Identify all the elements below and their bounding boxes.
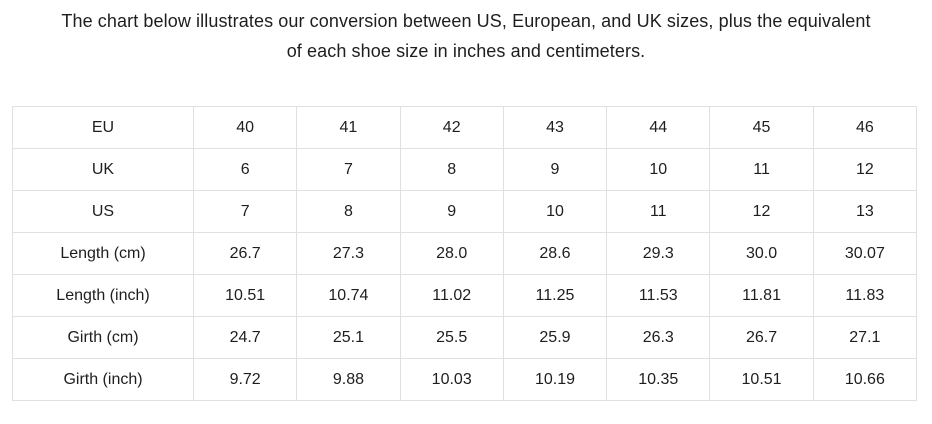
table-cell: 10.35 — [606, 358, 711, 401]
row-header: US — [12, 190, 194, 233]
size-conversion-table: EU 40 41 42 43 44 45 46 UK 6 7 8 9 10 11 12 US 7 8 9 10 11 12 1… — [12, 106, 918, 401]
table-cell: 41 — [296, 106, 401, 149]
table-cell: 43 — [502, 106, 608, 149]
table-cell: 28.6 — [502, 232, 608, 275]
table-cell: 9.88 — [296, 358, 401, 401]
intro-section: The chart below illustrates our conversi… — [0, 0, 932, 66]
table-cell: 29.3 — [606, 232, 711, 275]
page-heading: The chart below illustrates our conversi… — [0, 6, 932, 66]
table-cell: 11 — [606, 190, 711, 233]
table-row: Girth (cm) 24.7 25.1 25.5 25.9 26.3 26.7 27.1 — [12, 316, 918, 359]
table-cell: 11.02 — [399, 274, 504, 317]
row-header: Length (inch) — [12, 274, 194, 317]
table-cell: 11.25 — [502, 274, 608, 317]
row-header: EU — [12, 106, 194, 149]
row-header: UK — [12, 148, 194, 191]
table-cell: 27.1 — [812, 316, 918, 359]
table-cell: 9.72 — [192, 358, 298, 401]
table-cell: 9 — [502, 148, 608, 191]
table-cell: 13 — [812, 190, 918, 233]
table-cell: 7 — [192, 190, 298, 233]
table-cell: 45 — [709, 106, 814, 149]
table-cell: 24.7 — [192, 316, 298, 359]
table-cell: 10 — [502, 190, 608, 233]
row-header: Girth (inch) — [12, 358, 194, 401]
table-cell: 27.3 — [296, 232, 401, 275]
table-cell: 28.0 — [399, 232, 504, 275]
table-row: UK 6 7 8 9 10 11 12 — [12, 148, 918, 191]
table-row: Length (inch) 10.51 10.74 11.02 11.25 11.53 11… — [12, 274, 918, 317]
table-cell: 11.83 — [812, 274, 918, 317]
table-cell: 9 — [399, 190, 504, 233]
table-cell: 26.7 — [192, 232, 298, 275]
table-cell: 11.53 — [606, 274, 711, 317]
table-cell: 10 — [606, 148, 711, 191]
table-cell: 10.74 — [296, 274, 401, 317]
table-cell: 8 — [296, 190, 401, 233]
table-cell: 26.7 — [709, 316, 814, 359]
table-cell: 46 — [812, 106, 918, 149]
row-header: Length (cm) — [12, 232, 194, 275]
table-cell: 12 — [709, 190, 814, 233]
table-cell: 10.19 — [502, 358, 608, 401]
table-cell: 25.5 — [399, 316, 504, 359]
table-cell: 12 — [812, 148, 918, 191]
heading-line-1: The chart below illustrates our conversi… — [61, 11, 871, 31]
table-cell: 6 — [192, 148, 298, 191]
table-cell: 26.3 — [606, 316, 711, 359]
table-cell: 10.66 — [812, 358, 918, 401]
table-cell: 42 — [399, 106, 504, 149]
row-header: Girth (cm) — [12, 316, 194, 359]
table-row: US 7 8 9 10 11 12 13 — [12, 190, 918, 233]
table-cell: 11 — [709, 148, 814, 191]
table-row: Girth (inch) 9.72 9.88 10.03 10.19 10.35 10.51… — [12, 358, 918, 401]
table-cell: 11.81 — [709, 274, 814, 317]
table-cell: 25.1 — [296, 316, 401, 359]
table-cell: 7 — [296, 148, 401, 191]
table-cell: 10.03 — [399, 358, 504, 401]
size-table-body: EU 40 41 42 43 44 45 46 UK 6 7 8 9 10 11 12 US 7 8 9 10 11 12 1… — [12, 106, 918, 401]
table-cell: 10.51 — [192, 274, 298, 317]
table-cell: 44 — [606, 106, 711, 149]
table-cell: 30.07 — [812, 232, 918, 275]
table-cell: 30.0 — [709, 232, 814, 275]
table-cell: 25.9 — [502, 316, 608, 359]
table-cell: 40 — [192, 106, 298, 149]
table-cell: 10.51 — [709, 358, 814, 401]
table-row: Length (cm) 26.7 27.3 28.0 28.6 29.3 30.0 30.07 — [12, 232, 918, 275]
table-row: EU 40 41 42 43 44 45 46 — [12, 106, 918, 149]
table-cell: 8 — [399, 148, 504, 191]
heading-line-2: of each shoe size in inches and centimet… — [286, 41, 646, 61]
